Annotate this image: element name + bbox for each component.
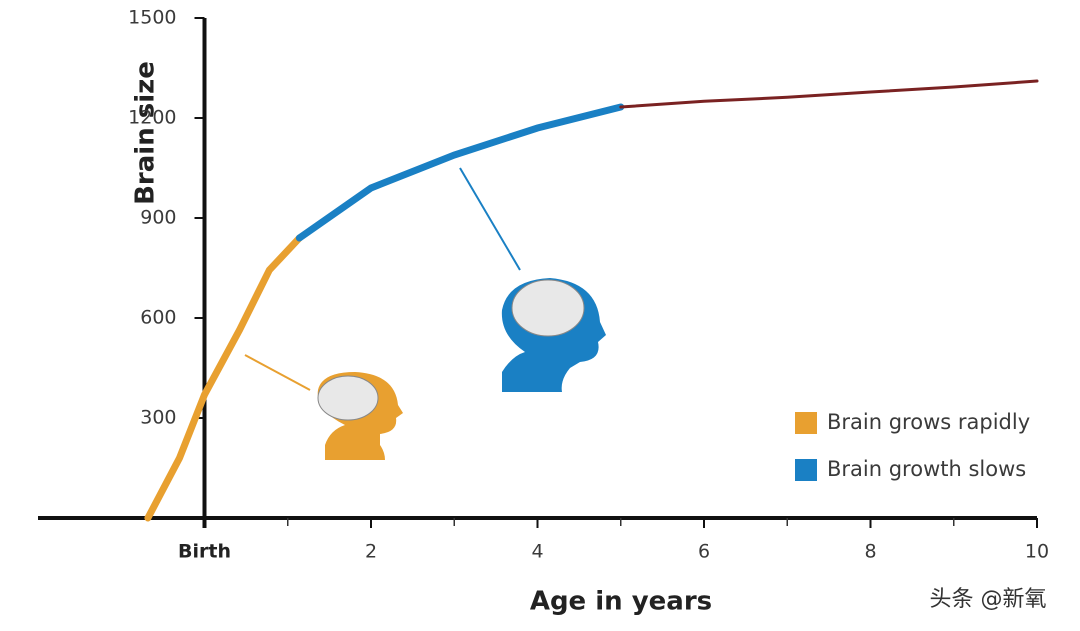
x-tick-label: 6 <box>698 541 710 563</box>
x-tick-label: 10 <box>1025 541 1049 563</box>
series-line <box>295 103 625 242</box>
x-tick-label: 8 <box>864 541 876 563</box>
x-tick-label: 2 <box>365 541 377 563</box>
x-axis-label: Age in years <box>530 587 712 617</box>
legend-swatch <box>795 412 817 434</box>
x-tick-label: 4 <box>531 541 543 563</box>
series-line <box>619 79 1039 109</box>
y-tick-label: 300 <box>140 407 176 429</box>
y-tick-label: 1200 <box>128 107 176 129</box>
series-line <box>144 234 303 522</box>
y-tick-label: 1500 <box>128 7 176 29</box>
child-head-icon <box>459 167 606 392</box>
y-tick-label: 900 <box>140 207 176 229</box>
x-tick-label: Birth <box>178 541 231 563</box>
infant-head-icon <box>244 354 403 460</box>
legend-label: Brain growth slows <box>827 457 1026 481</box>
watermark: 头条 @新氧 <box>930 587 1047 612</box>
y-axis-label: Brain size <box>131 61 161 205</box>
y-tick-label: 600 <box>140 307 176 329</box>
legend-label: Brain grows rapidly <box>827 410 1030 434</box>
legend-swatch <box>795 459 817 481</box>
